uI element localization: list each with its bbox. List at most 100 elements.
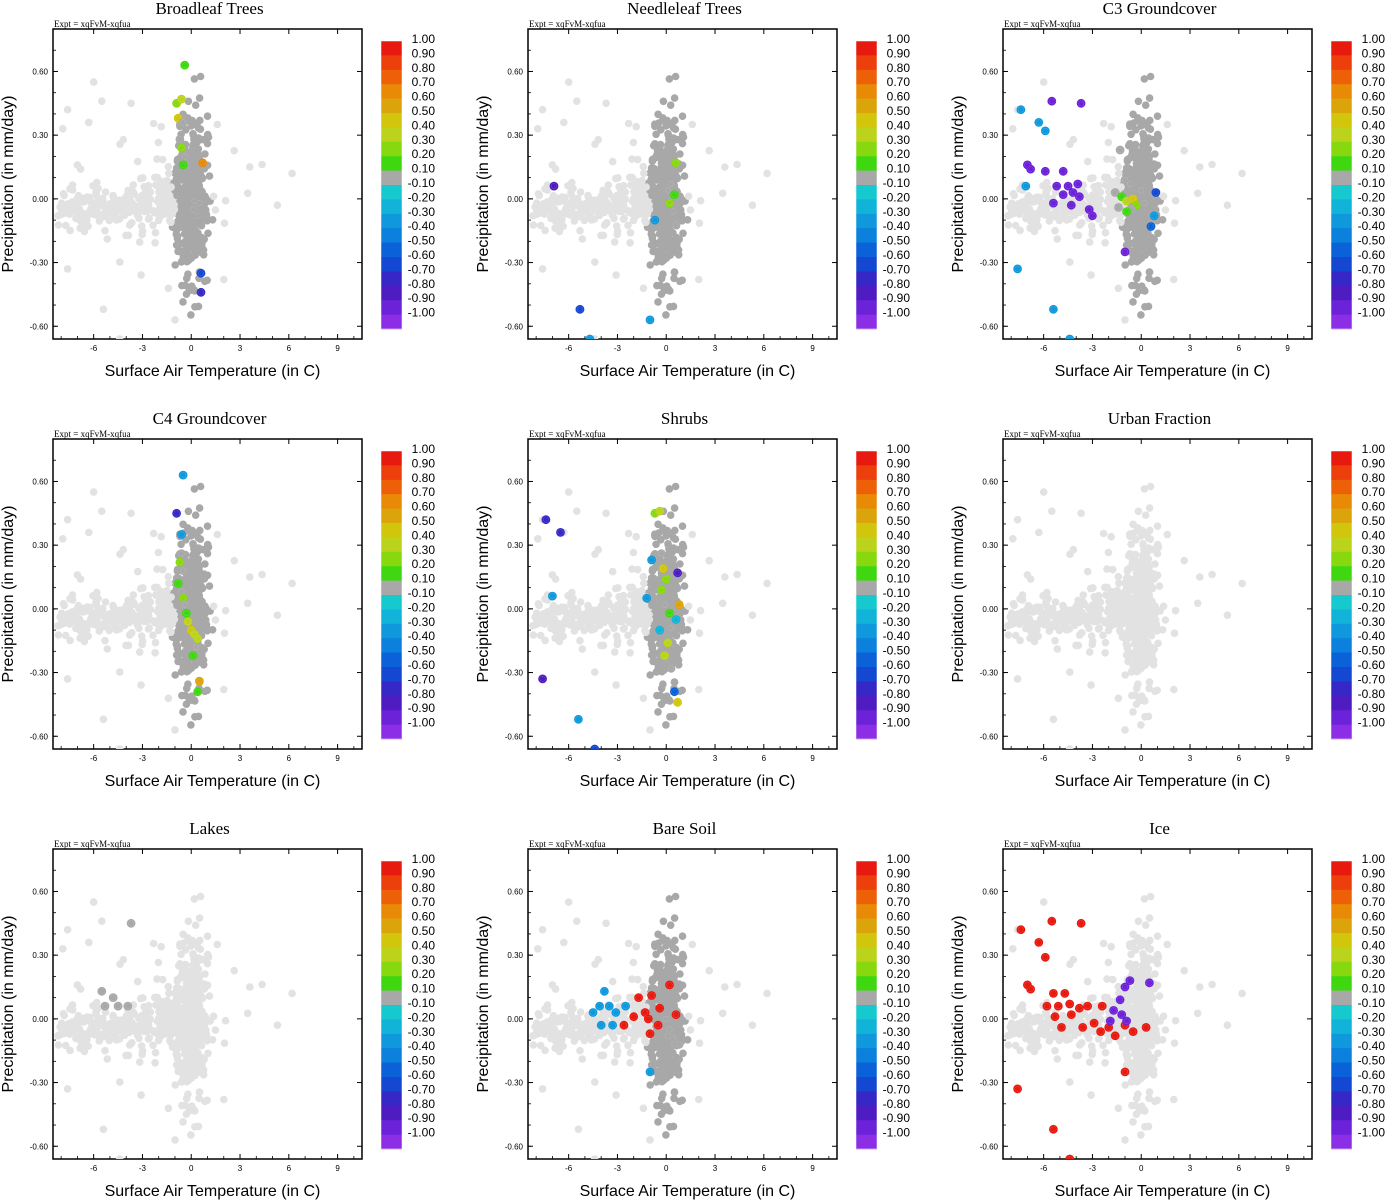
colorbar-swatch xyxy=(381,623,402,639)
data-point-ring xyxy=(172,508,181,518)
background-point xyxy=(653,691,661,700)
background-point xyxy=(1016,595,1024,603)
colorbar-tick-label: 0.90 xyxy=(412,46,436,60)
background-point xyxy=(567,599,575,608)
background-point xyxy=(1121,671,1129,679)
background-point xyxy=(568,178,576,187)
colorbar-swatch xyxy=(856,285,877,301)
colorbar-swatch xyxy=(381,228,402,243)
background-point xyxy=(585,623,594,632)
data-point-ring xyxy=(1052,181,1062,191)
background-point xyxy=(273,611,282,619)
background-point xyxy=(151,583,159,592)
background-point xyxy=(135,194,143,203)
background-point xyxy=(184,641,193,650)
colorbar-tick-label: -0.90 xyxy=(883,291,911,305)
background-point xyxy=(1140,545,1148,553)
background-point xyxy=(1147,643,1156,652)
background-point xyxy=(127,509,135,518)
background-point xyxy=(59,125,67,133)
colorbar-tick-label: -0.20 xyxy=(1358,190,1386,204)
x-tick-label: 3 xyxy=(1188,344,1193,353)
background-point xyxy=(1151,687,1159,696)
background-point xyxy=(124,596,132,605)
colorbar-swatch xyxy=(381,156,402,171)
background-point xyxy=(532,199,541,207)
background-point xyxy=(632,122,640,131)
background-point xyxy=(560,118,568,127)
background-point xyxy=(663,632,671,640)
colorbar-tick-label: -0.90 xyxy=(408,701,436,715)
background-point xyxy=(1060,623,1069,632)
background-point xyxy=(529,221,538,229)
background-point xyxy=(1100,208,1109,217)
background-point xyxy=(1145,684,1153,693)
background-point xyxy=(646,169,654,177)
background-point xyxy=(1193,599,1202,608)
background-point xyxy=(673,649,681,658)
background-point xyxy=(172,230,181,238)
background-point xyxy=(1107,532,1115,541)
background-point xyxy=(74,191,83,200)
background-point xyxy=(1140,135,1148,143)
background-point xyxy=(1223,611,1232,619)
background-point xyxy=(63,515,72,524)
data-point-ring xyxy=(1013,264,1022,274)
x-axis-label: Surface Air Temperature (in C) xyxy=(1055,363,1271,380)
background-point xyxy=(1013,515,1022,524)
data-point-ring xyxy=(1066,200,1076,210)
colorbar-tick-label: -0.60 xyxy=(883,248,911,262)
background-point xyxy=(1103,155,1111,163)
background-point xyxy=(1134,231,1143,240)
background-point xyxy=(678,522,687,530)
background-point xyxy=(1145,94,1154,102)
data-point-ring xyxy=(178,470,188,480)
background-point xyxy=(626,173,634,182)
data-point-ring xyxy=(1132,200,1141,210)
background-point xyxy=(1128,281,1136,290)
background-point xyxy=(1146,482,1155,491)
background-point xyxy=(1134,666,1143,675)
background-point xyxy=(125,631,134,639)
colorbar-tick-label: 1.00 xyxy=(412,32,436,46)
background-point xyxy=(651,532,659,541)
background-point xyxy=(1134,571,1143,580)
colorbar-swatch xyxy=(1331,199,1352,215)
data-point-ring xyxy=(671,219,681,229)
background-point xyxy=(1137,311,1145,319)
background-point xyxy=(68,608,77,616)
background-point xyxy=(671,72,680,81)
background-point xyxy=(656,140,665,149)
background-point xyxy=(573,97,581,105)
background-point xyxy=(61,631,70,640)
background-point xyxy=(656,171,664,180)
x-axis-label: Surface Air Temperature (in C) xyxy=(580,363,796,380)
background-point xyxy=(674,135,682,144)
data-point-ring xyxy=(1021,181,1031,191)
background-point xyxy=(191,713,199,721)
data-point-ring xyxy=(175,557,185,567)
background-point xyxy=(172,241,181,249)
background-point xyxy=(123,617,131,625)
background-point xyxy=(172,640,181,648)
background-point xyxy=(653,281,661,290)
y-tick-label: 0.30 xyxy=(32,131,48,140)
background-point xyxy=(1125,223,1134,232)
background-point xyxy=(657,209,665,217)
plot-frame xyxy=(52,438,363,750)
y-tick-label: -0.30 xyxy=(30,669,49,678)
panel-title: C3 Groundcover xyxy=(1103,0,1217,18)
background-point xyxy=(608,157,617,166)
background-point xyxy=(1121,261,1129,269)
background-point xyxy=(626,638,635,647)
colorbar-swatch xyxy=(381,170,402,186)
background-point xyxy=(632,532,640,541)
background-point xyxy=(684,602,693,611)
x-tick-label: 3 xyxy=(238,344,243,353)
background-point xyxy=(541,185,549,193)
colorbar-tick-label: -0.10 xyxy=(408,586,436,600)
background-point xyxy=(655,183,664,191)
background-point xyxy=(639,162,648,171)
data-point-ring xyxy=(1110,188,1120,197)
